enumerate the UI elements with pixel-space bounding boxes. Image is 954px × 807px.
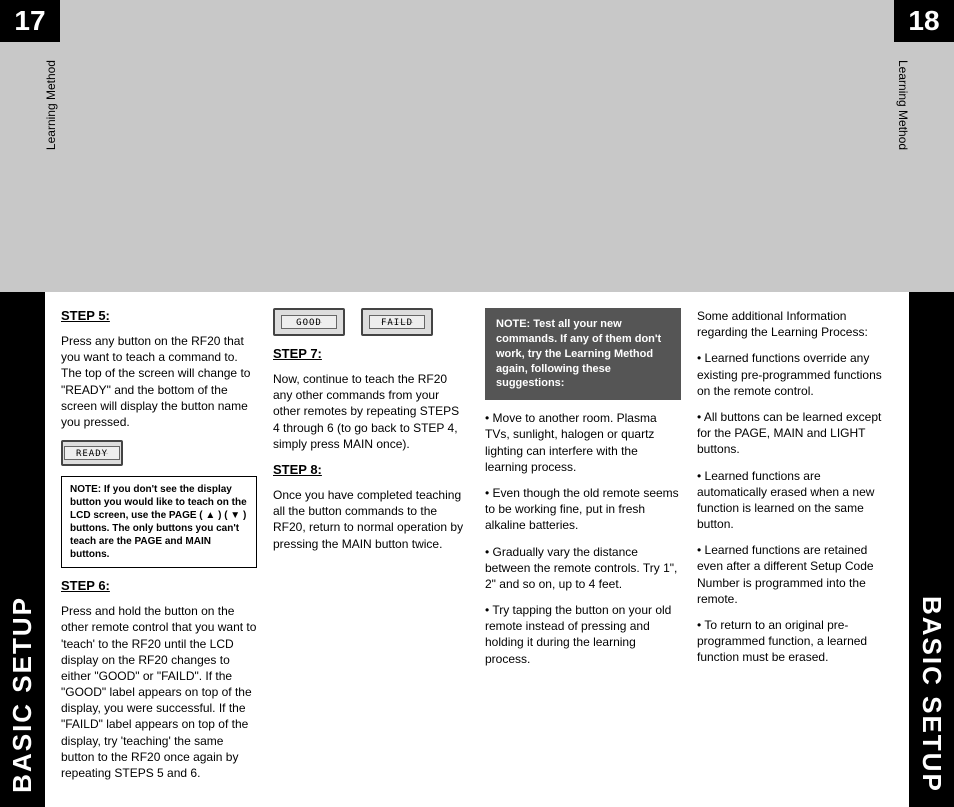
step7-text: Now, continue to teach the RF20 any othe… xyxy=(273,371,469,452)
note-box-test-commands: NOTE: Test all your new commands. If any… xyxy=(485,308,681,400)
step6-heading: STEP 6: xyxy=(61,578,257,593)
col3-bullets: Move to another room. Plasma TVs, sunlig… xyxy=(485,410,681,667)
lcd-ready: READY xyxy=(61,440,123,466)
list-item: To return to an original pre-programmed … xyxy=(697,617,893,666)
column-2: GOOD FAILD STEP 7: Now, continue to teac… xyxy=(273,308,469,791)
list-item: All buttons can be learned except for th… xyxy=(697,409,893,458)
content-region: BASIC SETUP STEP 5: Press any button on … xyxy=(0,292,954,807)
list-item: Learned functions are automatically eras… xyxy=(697,468,893,533)
page-number-right: 18 xyxy=(894,0,954,42)
side-tab-left-label: BASIC SETUP xyxy=(7,596,38,793)
col4-intro: Some additional Information regarding th… xyxy=(697,308,893,340)
content-columns: STEP 5: Press any button on the RF20 tha… xyxy=(45,292,909,807)
step7-heading: STEP 7: xyxy=(273,346,469,361)
column-3: NOTE: Test all your new commands. If any… xyxy=(485,308,681,791)
side-tab-right: BASIC SETUP xyxy=(909,292,954,807)
top-grey-region: 17 18 Learning Method Learning Method xyxy=(0,0,954,292)
list-item: Gradually vary the distance between the … xyxy=(485,544,681,593)
list-item: Even though the old remote seems to be w… xyxy=(485,485,681,534)
lcd-faild-text: FAILD xyxy=(369,315,425,329)
page-spread: 17 18 Learning Method Learning Method BA… xyxy=(0,0,954,807)
step5-heading: STEP 5: xyxy=(61,308,257,323)
side-tab-left: BASIC SETUP xyxy=(0,292,45,807)
lcd-ready-text: READY xyxy=(64,446,120,460)
lcd-good: GOOD xyxy=(273,308,345,336)
step5-text: Press any button on the RF20 that you wa… xyxy=(61,333,257,430)
page-number-left: 17 xyxy=(0,0,60,42)
lcd-row: GOOD FAILD xyxy=(273,308,469,336)
column-1: STEP 5: Press any button on the RF20 tha… xyxy=(61,308,257,791)
step8-heading: STEP 8: xyxy=(273,462,469,477)
lcd-faild: FAILD xyxy=(361,308,433,336)
list-item: Try tapping the button on your old remot… xyxy=(485,602,681,667)
step8-text: Once you have completed teaching all the… xyxy=(273,487,469,552)
side-tab-right-label: BASIC SETUP xyxy=(916,596,947,793)
col4-bullets: Learned functions override any existing … xyxy=(697,350,893,665)
section-label-right: Learning Method xyxy=(896,60,910,150)
list-item: Learned functions are retained even afte… xyxy=(697,542,893,607)
list-item: Learned functions override any existing … xyxy=(697,350,893,399)
column-4: Some additional Information regarding th… xyxy=(697,308,893,791)
section-label-left: Learning Method xyxy=(44,60,58,150)
step6-text: Press and hold the button on the other r… xyxy=(61,603,257,781)
lcd-good-text: GOOD xyxy=(281,315,337,329)
note-box-page-buttons: NOTE: If you don't see the display butto… xyxy=(61,476,257,568)
list-item: Move to another room. Plasma TVs, sunlig… xyxy=(485,410,681,475)
